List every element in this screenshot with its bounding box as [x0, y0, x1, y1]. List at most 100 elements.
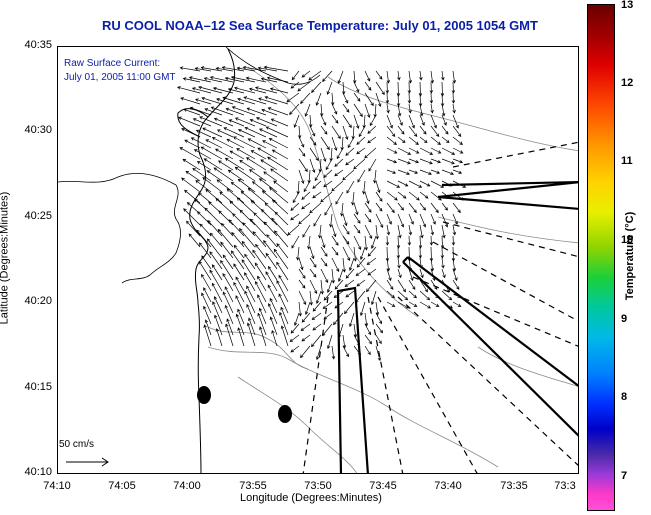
- current-vector: [225, 323, 234, 347]
- current-vector: [430, 147, 442, 154]
- current-vector: [430, 158, 442, 164]
- current-vector: [440, 81, 445, 97]
- current-vector: [333, 290, 344, 299]
- current-vector: [366, 257, 377, 266]
- current-vector: [255, 117, 278, 127]
- current-vector: [290, 345, 300, 353]
- current-vector: [353, 235, 362, 251]
- current-vector: [430, 136, 441, 145]
- current-vector: [266, 234, 278, 248]
- current-vector: [259, 326, 267, 347]
- current-vector: [253, 212, 267, 226]
- current-vector: [237, 128, 256, 138]
- current-vector: [418, 235, 423, 249]
- current-vector: [386, 257, 391, 272]
- current-vector: [348, 312, 355, 328]
- current-vector: [340, 136, 344, 151]
- current-vector: [320, 268, 329, 284]
- current-vector: [302, 224, 311, 238]
- current-vector: [209, 269, 223, 292]
- current-vector: [429, 92, 434, 104]
- current-vector: [213, 117, 234, 127]
- current-vector: [452, 114, 459, 129]
- surface-current-vectors: [176, 65, 467, 362]
- current-vector: [318, 224, 322, 239]
- current-vector: [245, 76, 267, 83]
- current-vector: [364, 202, 372, 213]
- current-vector: [233, 244, 245, 259]
- map-canvas: [58, 47, 578, 473]
- current-vector: [419, 125, 427, 135]
- colorbar-tick: 8: [621, 391, 628, 403]
- current-vector: [356, 279, 366, 287]
- current-vector: [419, 103, 424, 117]
- current-vector: [227, 169, 245, 182]
- current-vector: [216, 179, 234, 193]
- current-vector: [235, 276, 245, 292]
- buoy-marker: [197, 386, 211, 404]
- current-vector: [196, 229, 212, 248]
- current-vector: [345, 158, 355, 166]
- current-vector: [290, 81, 300, 89]
- current-vector: [201, 255, 212, 270]
- current-vector: [237, 178, 256, 193]
- current-vector: [364, 103, 371, 119]
- current-vector: [331, 268, 335, 284]
- current-vector: [232, 213, 245, 226]
- current-vector: [396, 81, 401, 97]
- current-vector: [189, 106, 212, 116]
- legend-line-1: Raw Surface Current:: [64, 58, 161, 69]
- current-vector: [364, 213, 372, 223]
- current-vector: [247, 187, 267, 204]
- current-vector: [441, 169, 454, 175]
- current-vector: [204, 319, 212, 336]
- current-vector: [309, 246, 315, 260]
- current-vector: [375, 81, 385, 96]
- current-vector: [430, 202, 439, 214]
- current-vector: [419, 158, 433, 165]
- current-vector: [342, 246, 351, 262]
- current-vector: [452, 180, 467, 188]
- current-vector: [441, 290, 453, 301]
- current-vector: [362, 114, 366, 129]
- current-vector: [441, 279, 450, 293]
- current-vector: [408, 202, 417, 214]
- current-vector: [452, 191, 464, 201]
- x-tick-label: 73:50: [304, 480, 332, 492]
- current-vector: [331, 114, 339, 124]
- current-vector: [242, 222, 256, 237]
- current-vector: [301, 70, 311, 78]
- current-vector: [397, 103, 402, 117]
- current-vector: [366, 279, 377, 293]
- current-vector: [408, 114, 415, 129]
- current-vector: [408, 103, 412, 114]
- current-vector: [233, 136, 256, 149]
- current-vector: [307, 169, 311, 184]
- current-vector: [265, 252, 278, 270]
- current-vector: [397, 158, 411, 165]
- current-vector: [419, 224, 424, 239]
- current-vector: [215, 198, 234, 215]
- current-vector: [337, 70, 344, 84]
- current-vector: [397, 213, 405, 228]
- current-vector: [222, 273, 234, 292]
- current-vector: [196, 211, 212, 226]
- current-vector: [227, 87, 245, 94]
- current-vector: [180, 97, 201, 105]
- current-vector: [320, 147, 327, 163]
- current-vector: [386, 147, 398, 154]
- current-vector: [181, 177, 201, 193]
- current-vector: [289, 103, 300, 115]
- current-vector: [301, 312, 311, 323]
- current-vector: [323, 290, 333, 301]
- current-vector: [296, 246, 300, 261]
- current-vector: [235, 313, 245, 336]
- current-vector: [441, 158, 455, 165]
- current-vector: [311, 81, 322, 93]
- current-vector: [386, 114, 393, 129]
- current-vector: [452, 224, 457, 236]
- current-vector: [430, 268, 436, 282]
- current-vector: [196, 161, 212, 171]
- current-vector: [344, 301, 355, 315]
- current-vector: [452, 202, 461, 214]
